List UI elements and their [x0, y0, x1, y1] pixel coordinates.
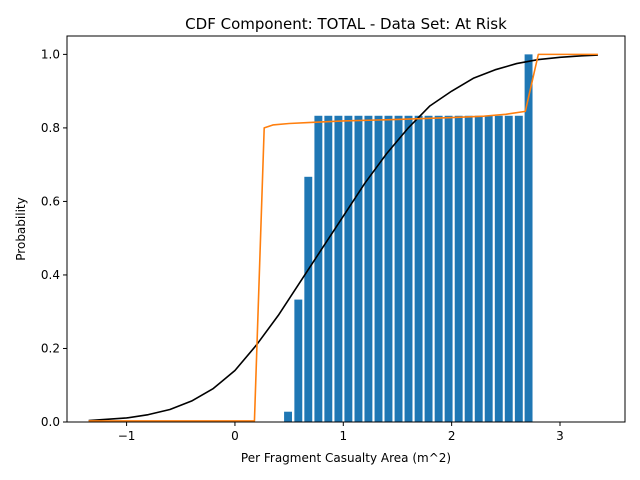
x-tick-label: −1: [118, 429, 136, 443]
bar: [344, 115, 353, 423]
bar: [454, 115, 463, 423]
bar: [524, 54, 533, 422]
bar: [364, 115, 373, 423]
bar: [514, 115, 523, 423]
bar: [304, 176, 313, 422]
bar: [484, 115, 493, 423]
bar: [494, 115, 503, 423]
bar: [424, 115, 433, 423]
chart-title: CDF Component: TOTAL - Data Set: At Risk: [185, 15, 507, 33]
bar: [434, 115, 443, 423]
y-axis-label: Probability: [14, 197, 28, 260]
y-tick-label: 1.0: [41, 47, 60, 61]
series-line-black: [88, 54, 598, 422]
bar: [354, 115, 363, 423]
bar: [294, 299, 303, 422]
y-axis-ticks: 0.0 0.2 0.4 0.6 0.8 1.0: [41, 47, 67, 429]
bar: [394, 115, 403, 423]
y-tick-label: 0.8: [41, 121, 60, 135]
bar-series: [284, 54, 533, 423]
x-tick-label: 1: [339, 429, 347, 443]
x-axis-ticks: −1 0 1 2 3: [118, 422, 564, 443]
x-axis-label: Per Fragment Casualty Area (m^2): [241, 451, 451, 465]
y-tick-label: 0.6: [41, 194, 60, 208]
y-tick-label: 0.4: [41, 268, 60, 282]
bar: [374, 115, 383, 423]
bar: [314, 115, 323, 423]
x-tick-label: 0: [231, 429, 239, 443]
bar: [384, 115, 393, 423]
bar: [284, 411, 292, 422]
bar: [444, 115, 453, 423]
y-tick-label: 0.0: [41, 415, 60, 429]
x-tick-label: 2: [448, 429, 456, 443]
line-series-group: [88, 53, 598, 422]
bar: [464, 115, 473, 423]
bar: [404, 115, 413, 423]
axes-frame: [66, 35, 626, 423]
y-tick-label: 0.2: [41, 341, 60, 355]
x-tick-label: 3: [556, 429, 564, 443]
bar: [474, 115, 483, 423]
bar: [414, 115, 423, 423]
series-line-orange: [88, 53, 598, 422]
bar: [504, 115, 513, 423]
bar: [324, 115, 333, 423]
bar: [334, 115, 343, 423]
